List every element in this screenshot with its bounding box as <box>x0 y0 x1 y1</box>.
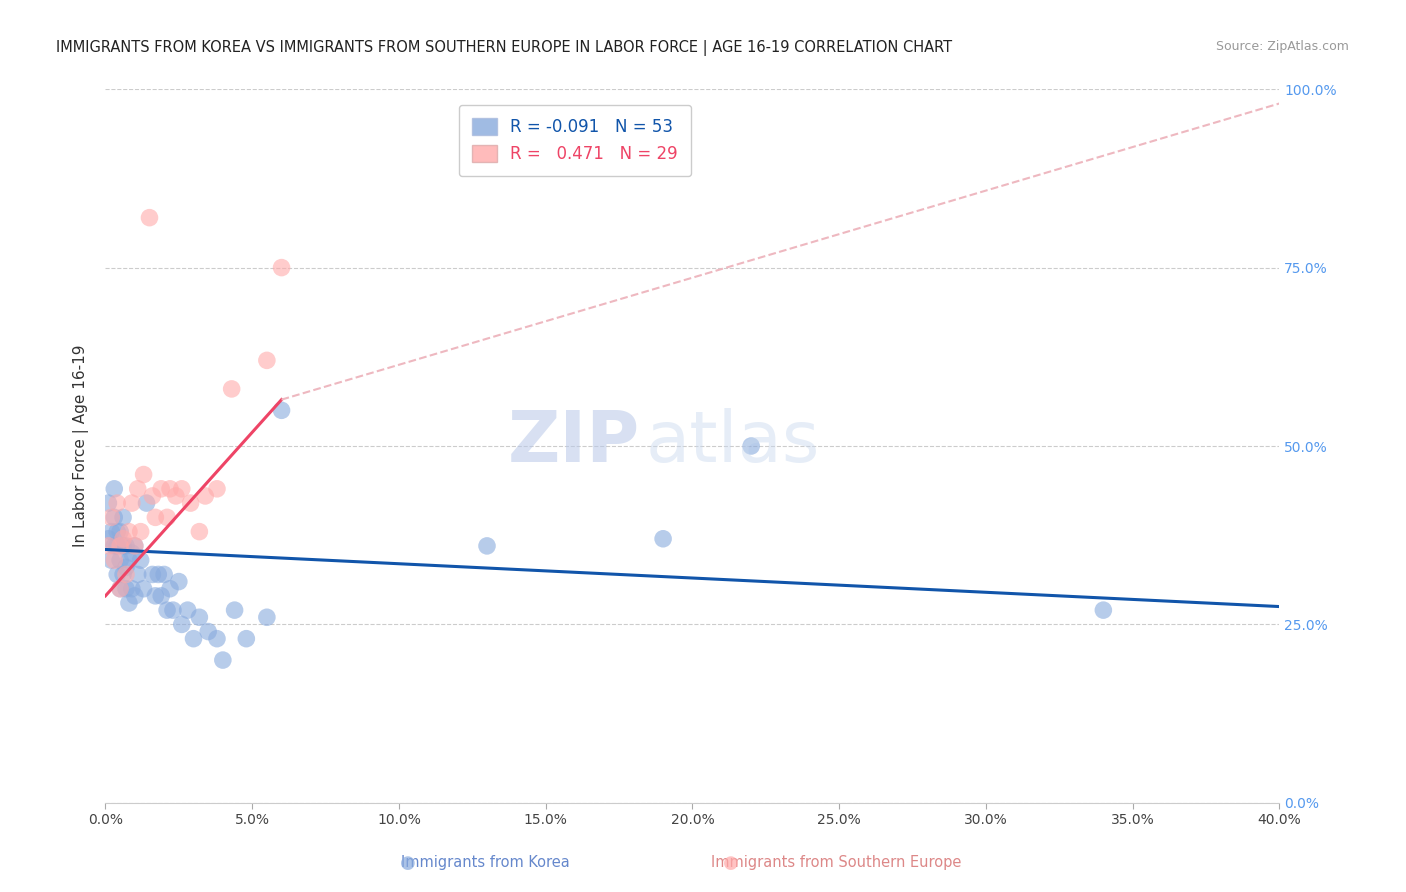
Point <box>167 574 190 589</box>
Point <box>148 567 170 582</box>
Point <box>176 603 198 617</box>
Text: Immigrants from Korea: Immigrants from Korea <box>401 855 569 870</box>
Point <box>132 467 155 482</box>
Point <box>143 510 166 524</box>
Point <box>121 582 143 596</box>
Point <box>170 482 193 496</box>
Point <box>141 489 163 503</box>
Text: IMMIGRANTS FROM KOREA VS IMMIGRANTS FROM SOUTHERN EUROPE IN LABOR FORCE | AGE 16: IMMIGRANTS FROM KOREA VS IMMIGRANTS FROM… <box>56 40 952 56</box>
Point <box>141 567 163 582</box>
Point <box>124 539 146 553</box>
Point <box>180 496 202 510</box>
Point <box>121 546 143 560</box>
Point <box>205 632 228 646</box>
Point <box>118 524 141 539</box>
Text: atlas: atlas <box>645 408 820 477</box>
Legend: R = -0.091   N = 53, R =   0.471   N = 29: R = -0.091 N = 53, R = 0.471 N = 29 <box>458 104 692 176</box>
Point <box>108 582 131 596</box>
Point <box>162 603 184 617</box>
Point <box>103 553 125 567</box>
Point <box>105 567 128 582</box>
Point <box>150 589 173 603</box>
Text: Source: ZipAtlas.com: Source: ZipAtlas.com <box>1216 40 1350 54</box>
Point <box>100 553 122 567</box>
Point <box>475 539 498 553</box>
Point <box>156 510 179 524</box>
Point <box>194 489 217 503</box>
Point <box>108 524 131 539</box>
Point <box>170 617 193 632</box>
Point <box>108 553 131 567</box>
Text: Immigrants from Southern Europe: Immigrants from Southern Europe <box>711 855 962 870</box>
Point <box>197 624 219 639</box>
Point <box>150 482 173 496</box>
Point <box>159 582 181 596</box>
Point <box>224 603 246 617</box>
Point <box>129 524 152 539</box>
Point <box>115 560 138 574</box>
Point <box>108 582 131 596</box>
Point <box>270 403 292 417</box>
Point <box>256 610 278 624</box>
Point <box>103 539 125 553</box>
Point <box>135 496 157 510</box>
Point <box>118 553 141 567</box>
Text: ●: ● <box>723 854 740 871</box>
Point <box>124 539 146 553</box>
Point <box>652 532 675 546</box>
Point <box>103 482 125 496</box>
Text: ZIP: ZIP <box>508 408 640 477</box>
Point <box>97 539 120 553</box>
Point <box>115 539 138 553</box>
Y-axis label: In Labor Force | Age 16-19: In Labor Force | Age 16-19 <box>73 344 90 548</box>
Point <box>118 596 141 610</box>
Point <box>100 510 122 524</box>
Point <box>270 260 292 275</box>
Point <box>183 632 205 646</box>
Point <box>256 353 278 368</box>
Point <box>165 489 187 503</box>
Text: ●: ● <box>399 854 416 871</box>
Point <box>129 553 152 567</box>
Point <box>112 539 135 553</box>
Point <box>100 524 122 539</box>
Point <box>205 482 228 496</box>
Point <box>127 567 149 582</box>
Point <box>188 610 211 624</box>
Point <box>103 510 125 524</box>
Point <box>153 567 176 582</box>
Point <box>108 539 131 553</box>
Point <box>112 567 135 582</box>
Point <box>1092 603 1115 617</box>
Point <box>188 524 211 539</box>
Point <box>159 482 181 496</box>
Point <box>112 532 135 546</box>
Point <box>235 632 257 646</box>
Point <box>740 439 762 453</box>
Point <box>121 496 143 510</box>
Point <box>112 510 135 524</box>
Point <box>105 496 128 510</box>
Point <box>138 211 160 225</box>
Point <box>211 653 233 667</box>
Point <box>105 524 128 539</box>
Point <box>156 603 179 617</box>
Point <box>124 589 146 603</box>
Point <box>221 382 243 396</box>
Point <box>115 582 138 596</box>
Point <box>132 582 155 596</box>
Point <box>127 482 149 496</box>
Point <box>97 496 120 510</box>
Point <box>115 567 138 582</box>
Point <box>143 589 166 603</box>
Point <box>105 539 128 553</box>
Point <box>97 532 120 546</box>
